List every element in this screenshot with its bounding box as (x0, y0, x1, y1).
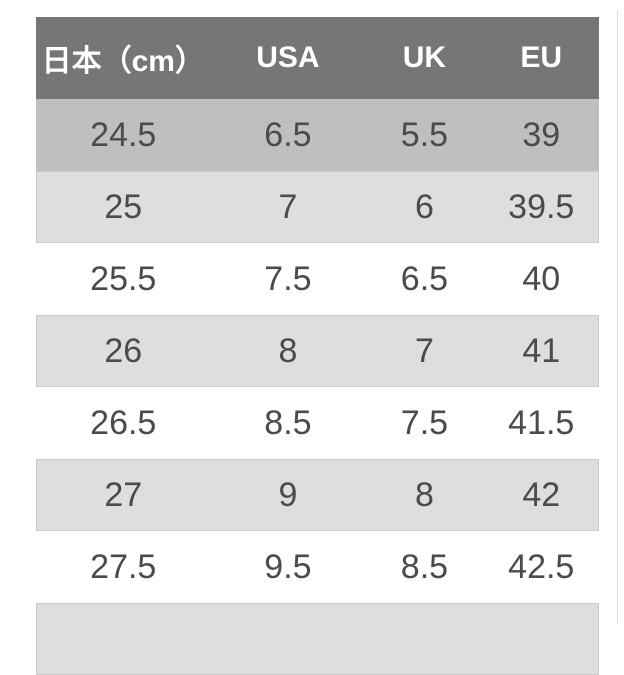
cell-uk: 8 (414, 475, 434, 514)
cell-uk: 5.5 (400, 115, 449, 154)
table-row[interactable]: 26 8 7 41 (36, 315, 599, 387)
table-row-partial[interactable] (36, 603, 599, 675)
cell-eu: 41 (522, 331, 561, 370)
column-header-eu: EU (520, 41, 563, 74)
cell-uk: 6 (414, 187, 434, 226)
cell-eu: 42 (522, 475, 561, 514)
cell-usa: 6.5 (264, 115, 312, 154)
column-header-japan-cm: 日本（cm） (41, 45, 205, 78)
cell-uk: 6.5 (400, 259, 449, 298)
table-row-highlighted[interactable]: 24.5 6.5 5.5 39 (36, 99, 599, 171)
right-edge-line (617, 10, 618, 624)
table-header-row: 日本（cm） USA UK EU (36, 17, 599, 99)
table-row[interactable]: 25 7 6 39.5 (36, 171, 599, 243)
cell-usa: 8.5 (264, 403, 312, 442)
cell-uk: 8.5 (400, 547, 449, 586)
cell-usa: 7 (278, 187, 298, 226)
cell-eu: 39 (522, 115, 561, 154)
cell-jp: 24.5 (90, 115, 157, 154)
cell-jp: 25.5 (90, 259, 157, 298)
cell-usa: 8 (278, 331, 298, 370)
cell-jp: 27 (104, 475, 143, 514)
column-header-usa: USA (256, 41, 320, 74)
cell-usa: 9 (278, 475, 298, 514)
cell-jp: 26.5 (90, 403, 157, 442)
cell-usa: 7.5 (264, 259, 312, 298)
cell-usa: 9.5 (264, 547, 312, 586)
cell-uk: 7.5 (400, 403, 449, 442)
cell-eu: 39.5 (508, 187, 575, 226)
size-conversion-table: 日本（cm） USA UK EU 24.5 6.5 5.5 39 25 7 6 … (36, 17, 599, 675)
cell-uk: 7 (414, 331, 434, 370)
table-row[interactable]: 27.5 9.5 8.5 42.5 (36, 531, 599, 603)
cell-eu: 42.5 (508, 547, 575, 586)
cell-eu: 40 (522, 259, 561, 298)
cell-jp: 27.5 (90, 547, 157, 586)
cell-jp: 26 (104, 331, 143, 370)
table-row[interactable]: 25.5 7.5 6.5 40 (36, 243, 599, 315)
cell-eu: 41.5 (508, 403, 575, 442)
column-header-uk: UK (402, 41, 447, 74)
cell-jp: 25 (104, 187, 143, 226)
table-row[interactable]: 26.5 8.5 7.5 41.5 (36, 387, 599, 459)
table-row[interactable]: 27 9 8 42 (36, 459, 599, 531)
